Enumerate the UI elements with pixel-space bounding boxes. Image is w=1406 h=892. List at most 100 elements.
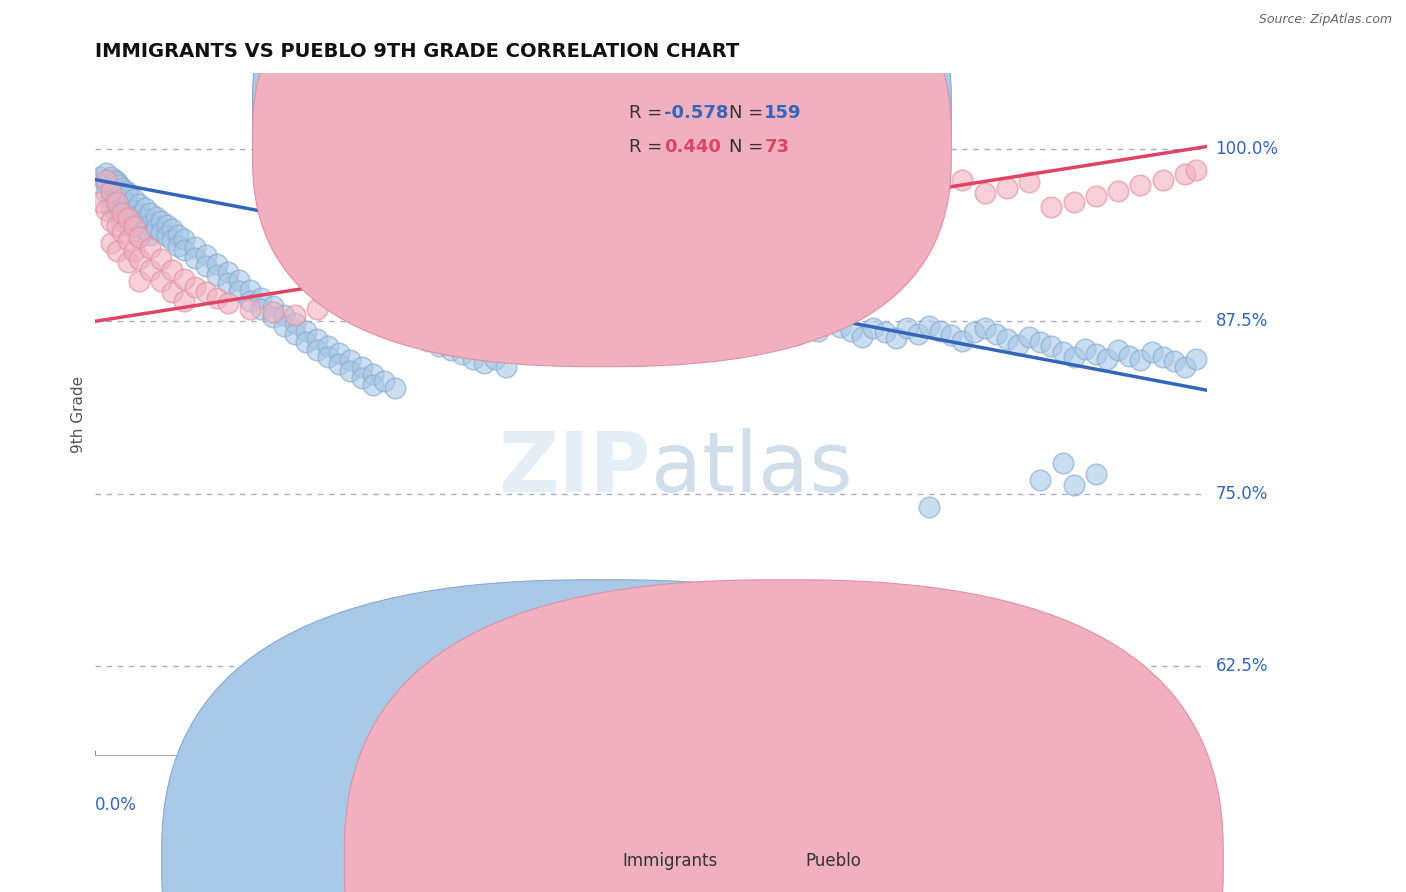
Point xyxy=(583,328,606,343)
Point xyxy=(239,293,262,308)
Point xyxy=(728,247,751,261)
Point xyxy=(529,275,551,289)
Point xyxy=(1052,344,1074,359)
Point xyxy=(617,324,640,338)
Point xyxy=(205,268,228,282)
Point xyxy=(828,319,851,334)
Point xyxy=(740,321,762,335)
Point xyxy=(104,194,127,209)
Point xyxy=(384,380,406,394)
Point xyxy=(134,223,156,237)
Text: Pueblo: Pueblo xyxy=(806,852,862,870)
Point xyxy=(295,324,318,338)
Point xyxy=(104,172,127,186)
Text: N =: N = xyxy=(728,138,769,156)
Point xyxy=(111,225,134,239)
Point xyxy=(818,225,841,239)
FancyBboxPatch shape xyxy=(575,90,870,176)
Point xyxy=(418,334,440,348)
Point xyxy=(873,326,896,340)
Point xyxy=(162,263,184,277)
Point xyxy=(973,321,995,335)
Point xyxy=(284,326,307,341)
Point xyxy=(1018,329,1040,343)
Point xyxy=(162,222,184,236)
Point xyxy=(156,218,179,232)
Point xyxy=(1174,359,1197,374)
Point xyxy=(461,334,484,349)
Text: 159: 159 xyxy=(765,104,801,122)
Point xyxy=(796,230,818,244)
Point xyxy=(284,308,307,322)
Point xyxy=(439,343,461,358)
Point xyxy=(439,318,461,333)
Point xyxy=(450,347,472,361)
Point xyxy=(506,311,529,326)
Text: N =: N = xyxy=(728,104,769,122)
Point xyxy=(100,184,122,198)
Point xyxy=(250,291,273,305)
Point xyxy=(595,266,617,280)
Point xyxy=(418,301,440,316)
Text: 100.0%: 100.0% xyxy=(1144,797,1208,814)
Point xyxy=(128,208,150,222)
Text: 100.0%: 100.0% xyxy=(1216,140,1278,158)
Point xyxy=(117,219,139,234)
Point xyxy=(461,351,484,366)
Point xyxy=(1185,351,1208,366)
Point xyxy=(117,233,139,247)
Point xyxy=(706,252,728,267)
Point xyxy=(328,296,350,310)
Point xyxy=(796,205,818,219)
Point xyxy=(162,285,184,300)
Point xyxy=(350,371,373,385)
Point xyxy=(429,310,451,325)
Text: -0.578: -0.578 xyxy=(664,104,728,122)
Point xyxy=(884,189,907,203)
Point xyxy=(128,230,150,244)
Point xyxy=(839,324,862,338)
Point xyxy=(606,318,628,333)
Point xyxy=(105,205,128,219)
Point xyxy=(89,169,111,184)
Point xyxy=(316,339,339,353)
Point xyxy=(117,208,139,222)
Point xyxy=(217,265,239,279)
Point xyxy=(173,243,195,257)
Point xyxy=(506,277,529,292)
Point xyxy=(89,194,111,209)
Point xyxy=(472,343,495,358)
Point xyxy=(1029,473,1052,487)
Point xyxy=(183,240,205,254)
Point xyxy=(818,211,841,225)
Point xyxy=(551,268,574,283)
Point xyxy=(952,172,974,186)
Text: ZIP: ZIP xyxy=(498,428,651,509)
Point xyxy=(973,186,995,201)
Point xyxy=(884,331,907,345)
Point xyxy=(350,299,373,313)
Point xyxy=(128,219,150,234)
Point xyxy=(695,329,717,343)
Point xyxy=(239,301,262,316)
Point xyxy=(785,328,807,343)
Point xyxy=(122,219,145,234)
Point xyxy=(295,334,318,349)
Point xyxy=(562,316,585,330)
Point xyxy=(328,357,350,371)
Point xyxy=(495,359,517,374)
Point xyxy=(617,263,640,277)
Point xyxy=(952,334,974,348)
Point xyxy=(839,200,862,214)
Point xyxy=(395,319,418,334)
Point xyxy=(851,329,873,343)
Point xyxy=(250,301,273,316)
Point xyxy=(194,285,217,300)
Point xyxy=(328,346,350,360)
Text: 87.5%: 87.5% xyxy=(1216,312,1268,330)
Point xyxy=(395,296,418,310)
Point xyxy=(406,293,429,308)
Point xyxy=(862,194,884,209)
Point xyxy=(122,192,145,206)
Point xyxy=(896,321,918,335)
